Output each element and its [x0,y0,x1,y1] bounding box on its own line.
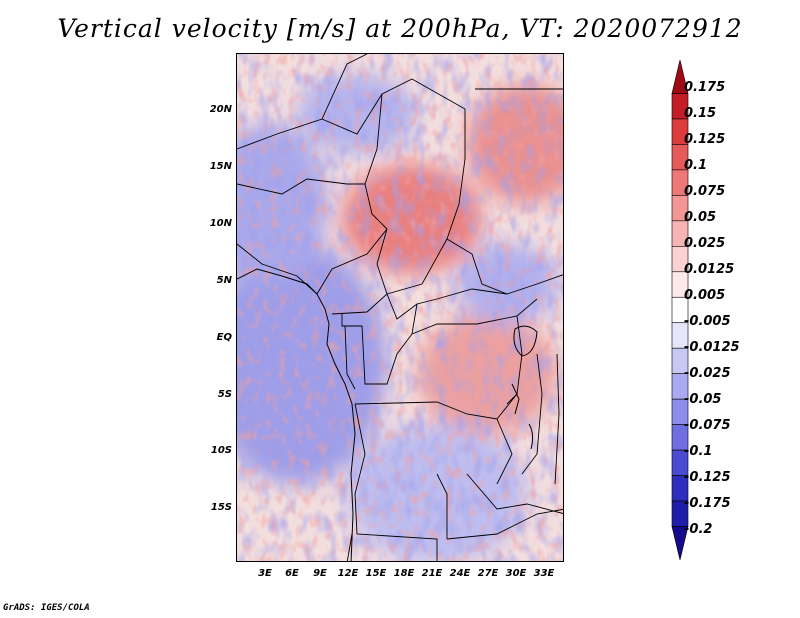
country-borders [237,54,563,561]
lon-label-9e: 9E [313,568,327,579]
lon-label-30e: 30E [505,568,527,579]
colorbar-label: -0.175 [684,496,731,511]
lon-label-6e: 6E [285,568,299,579]
colorbar-label: 0.15 [684,106,717,121]
lon-label-18e: 18E [393,568,415,579]
lat-label-eq: EQ [216,332,232,343]
colorbar-label: -0.0125 [684,340,740,355]
colorbar-label: 0.025 [684,236,726,251]
colorbar-label: 0.05 [684,210,717,225]
lat-label-10s: 10S [210,445,232,456]
lat-label-10n: 10N [209,218,232,229]
lon-label-33e: 33E [533,568,555,579]
lat-label-20n: 20N [209,104,232,115]
colorbar-label: -0.005 [684,314,731,329]
lon-label-27e: 27E [477,568,499,579]
colorbar-label: -0.075 [684,418,731,433]
colorbar-label: -0.025 [684,366,731,381]
vertical-velocity-map [237,54,563,561]
colorbar-label: 0.1 [684,158,708,173]
colorbar [671,60,689,560]
lat-label-15s: 15S [210,502,232,513]
colorbar-label: 0.005 [684,288,726,303]
lon-label-3e: 3E [258,568,272,579]
colorbar-segments [671,60,689,560]
colorbar-label: -0.05 [684,392,722,407]
lat-label-15n: 15N [209,161,232,172]
colorbar-label: 0.075 [684,184,726,199]
map-plot-area [236,53,564,562]
grads-footer: GrADS: IGES/COLA [3,603,90,613]
lon-label-24e: 24E [449,568,471,579]
colorbar-label: 0.0125 [684,262,735,277]
colorbar-label: -0.125 [684,470,731,485]
colorbar-label: -0.2 [684,522,713,537]
lat-label-5s: 5S [217,389,232,400]
colorbar-segment [671,526,689,560]
lon-label-21e: 21E [421,568,443,579]
lon-label-15e: 15E [365,568,387,579]
colorbar-label: 0.125 [684,132,726,147]
lon-label-12e: 12E [337,568,359,579]
lat-label-5n: 5N [216,275,232,286]
plot-title: Vertical velocity [m/s] at 200hPa, VT: 2… [57,14,743,43]
coastline [237,268,538,561]
colorbar-label: 0.175 [684,80,726,95]
colorbar-label: -0.1 [684,444,713,459]
field-noise-red [237,54,563,561]
